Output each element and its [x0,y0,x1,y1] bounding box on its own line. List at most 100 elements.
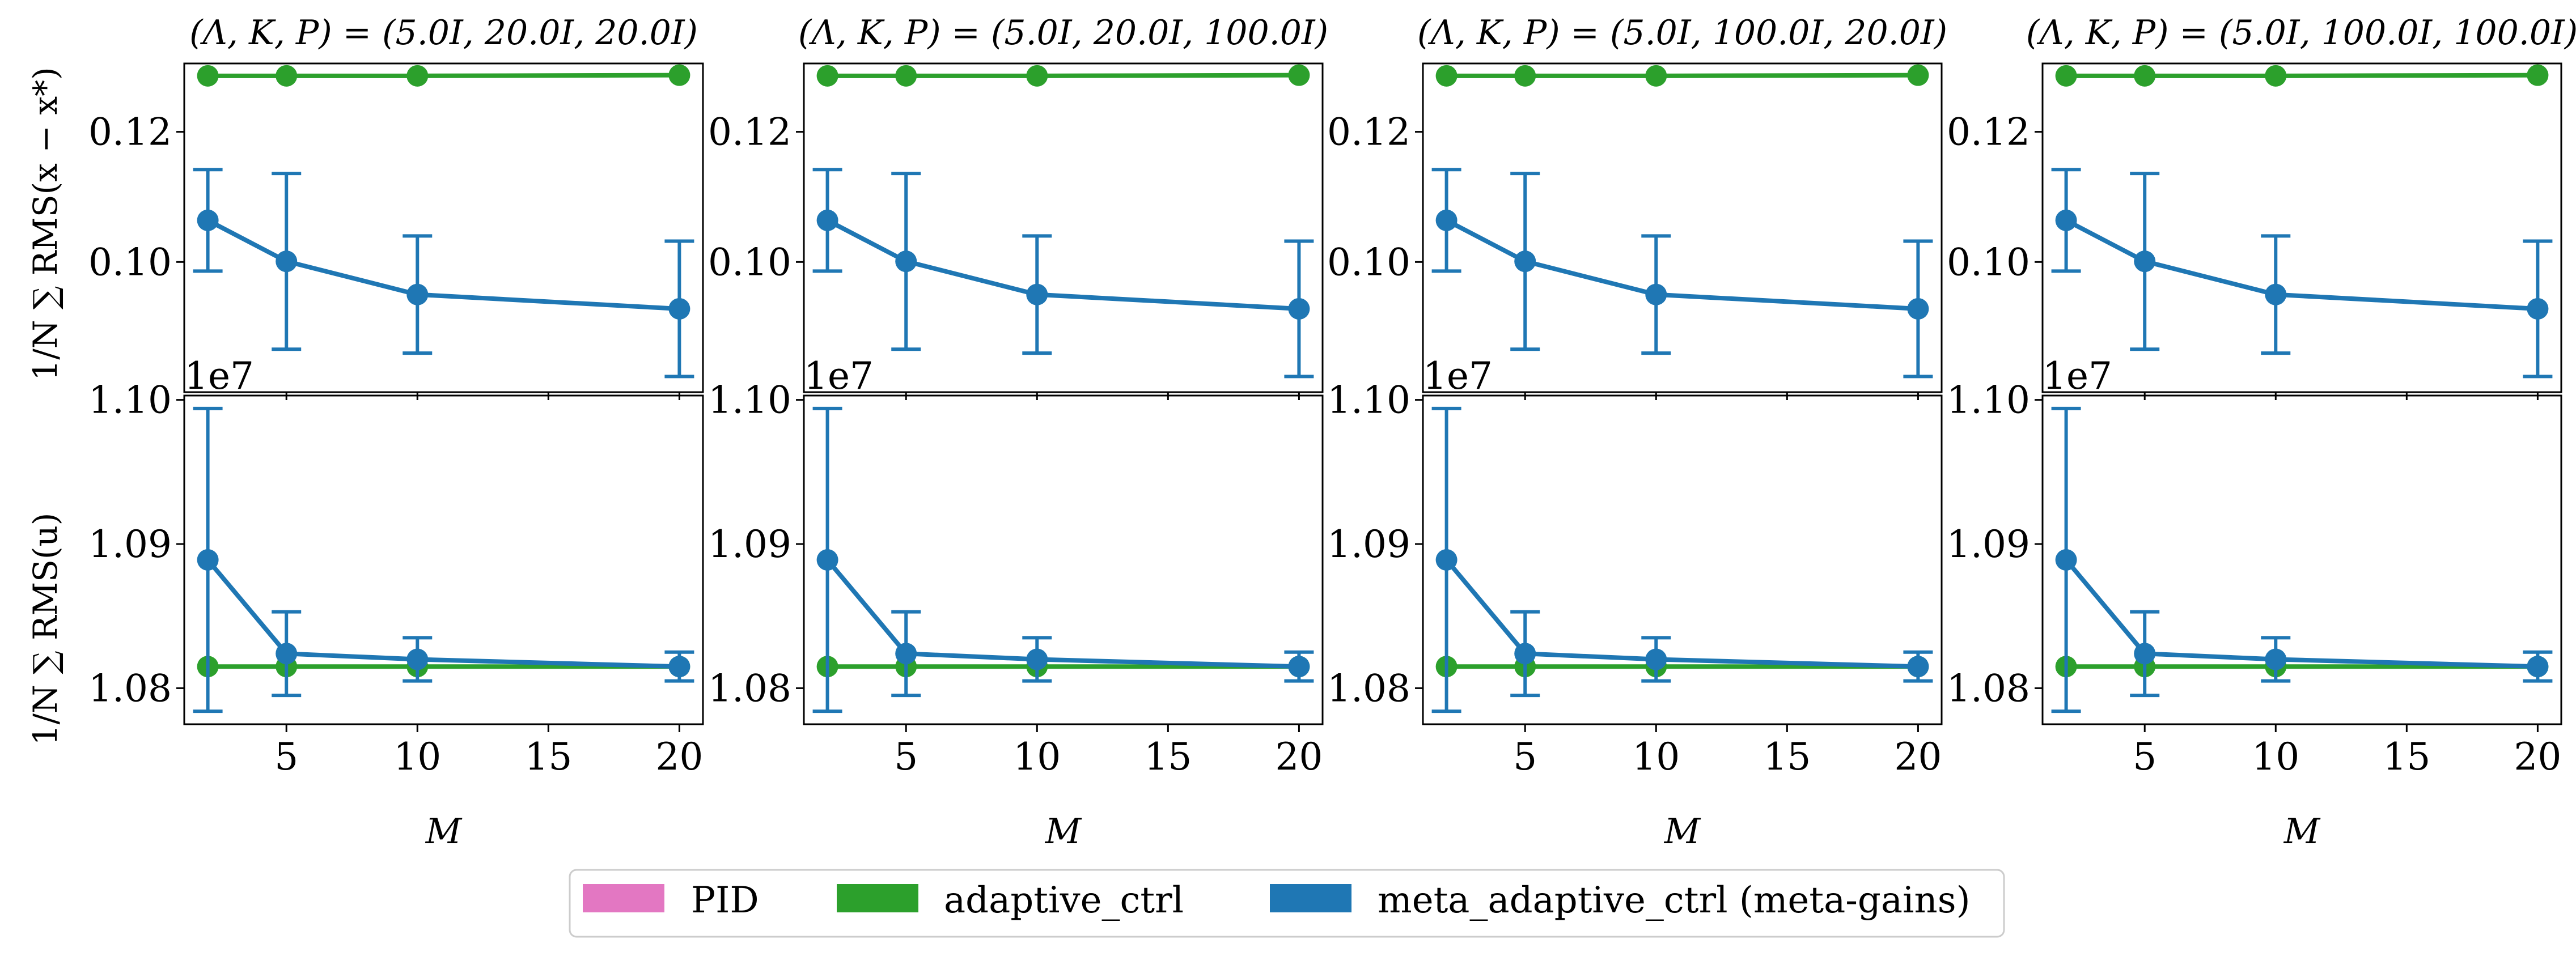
axes-frame [2041,62,2562,393]
series-adaptive-ctrl [2055,64,2549,87]
x-tick-label-20: 20 [1275,735,1323,779]
axes-r2-c4: 5 10 15 20 1.08 1.09 1.10 1e7 [1947,354,2562,779]
series-line [1446,73,1918,78]
axes-frame [1422,394,1943,725]
data-point [816,549,838,571]
y-tick-label-1: 0.12 [88,111,172,154]
x-tick-label-15: 15 [524,735,572,779]
data-point [816,209,838,231]
series-line [206,558,680,669]
y-tick-label-0: 1.08 [1947,666,2030,710]
subplot-title-4: (Λ, K, P) = (5.0I, 100.0I, 100.0I) [2026,13,2576,53]
data-point [2527,298,2549,320]
data-point [668,656,690,678]
series-meta-adaptive-ctrl [1431,406,1933,713]
legend-swatch-meta-adaptive-ctrl [1270,884,1351,912]
y-tick-label-2: 1.10 [88,379,172,422]
axes-r1-c4: 0.10 0.12 [1947,62,2562,400]
axes-frame [2041,394,2562,725]
x-axis-label-4: M [2283,810,2321,852]
y-axis-label-bottom: 1/N ∑ RMS(u) [26,513,65,746]
legend-swatch-adaptive-ctrl [837,884,918,912]
axes-r1-c1: 0.10 0.12 [88,62,704,400]
data-point [2055,65,2077,87]
data-point [2134,643,2156,665]
series-meta-adaptive-ctrl [812,168,1314,379]
y-tick-label-2: 1.10 [1327,379,1410,422]
y-tick-label-1: 1.09 [88,522,172,566]
data-point [2134,250,2156,273]
data-point [2055,209,2077,231]
data-point [406,283,429,305]
x-axis-label-2: M [1045,810,1082,852]
axes-frame [803,394,1324,725]
data-point [2265,65,2287,87]
data-point [1514,65,1536,87]
data-point [1026,65,1048,87]
x-axis-label-1: M [425,810,463,852]
axes-r2-c1: 5 10 15 20 1.08 1.09 1.10 1e7 [88,354,704,779]
x-tick-label-5: 5 [274,735,298,779]
data-point [816,65,838,87]
data-point [2527,656,2549,678]
x-tick-label-10: 10 [1632,735,1680,779]
data-point [1288,298,1310,320]
subplot-title-2: (Λ, K, P) = (5.0I, 20.0I, 100.0I) [798,13,1328,53]
data-point [406,65,429,87]
data-point [1435,209,1458,231]
series-line [2065,218,2538,311]
data-point [895,65,917,87]
data-point [1514,643,1536,665]
series-line [1444,558,1918,669]
data-point [668,64,690,86]
subplot-title-1: (Λ, K, P) = (5.0I, 20.0I, 20.0I) [189,13,698,53]
axes-r2-c3: 5 10 15 20 1.08 1.09 1.10 1e7 [1327,354,1943,779]
data-point [1435,65,1458,87]
x-tick-label-20: 20 [2514,735,2561,779]
data-point [1435,549,1458,571]
data-point [895,250,917,273]
data-point [1288,64,1310,86]
x-tick-label-10: 10 [1013,735,1061,779]
y-axis-label-top: 1/N ∑ RMS(x − x*) [26,67,65,380]
data-point [197,209,219,231]
y-tick-label-1: 1.09 [1327,522,1410,566]
series-meta-adaptive-ctrl [2051,406,2553,713]
series-meta-adaptive-ctrl [193,168,694,379]
subplot-grid: (Λ, K, P) = (5.0I, 20.0I, 20.0I) 0.10 0.12… [88,13,2576,852]
x-tick-label-5: 5 [1513,735,1537,779]
data-point [276,643,298,665]
y-axis-label-top-text: 1/N ∑ RMS(x − x*) [26,67,65,380]
y-tick-label-0: 1.08 [88,666,172,710]
axes-frame [183,394,704,725]
legend: PID adaptive_ctrl meta_adaptive_ctrl (me… [569,869,2005,938]
data-point [1907,656,1929,678]
series-meta-adaptive-ctrl [812,406,1314,713]
y-tick-label-0: 0.10 [1947,240,2030,284]
y-tick-label-1: 1.09 [1947,522,2030,566]
y-offset-label: 1e7 [804,354,874,398]
axes-r1-c2: 0.10 0.12 [708,62,1324,400]
series-line [825,558,1299,669]
data-point [1645,283,1667,305]
y-offset-label: 1e7 [2043,354,2112,398]
series-line [827,73,1299,78]
y-tick-label-1: 0.12 [708,111,791,154]
data-point [197,549,219,571]
series-line [826,218,1299,311]
legend-swatch-pid [583,884,664,912]
series-line [206,218,680,311]
legend-label-meta-adaptive-ctrl: meta_adaptive_ctrl (meta-gains) [1378,879,1971,921]
y-tick-label-1: 0.12 [1947,111,2030,154]
data-point [276,250,298,273]
legend-label-adaptive-ctrl: adaptive_ctrl [944,879,1184,921]
y-tick-label-0: 1.08 [1327,666,1410,710]
data-point [1645,65,1667,87]
series-meta-adaptive-ctrl [1431,168,1933,379]
series-line [207,73,680,78]
series-adaptive-ctrl [197,64,690,87]
data-point [1026,648,1048,670]
y-tick-label-2: 1.10 [1947,379,2030,422]
x-tick-label-10: 10 [2252,735,2299,779]
y-tick-label-0: 0.10 [88,240,172,284]
